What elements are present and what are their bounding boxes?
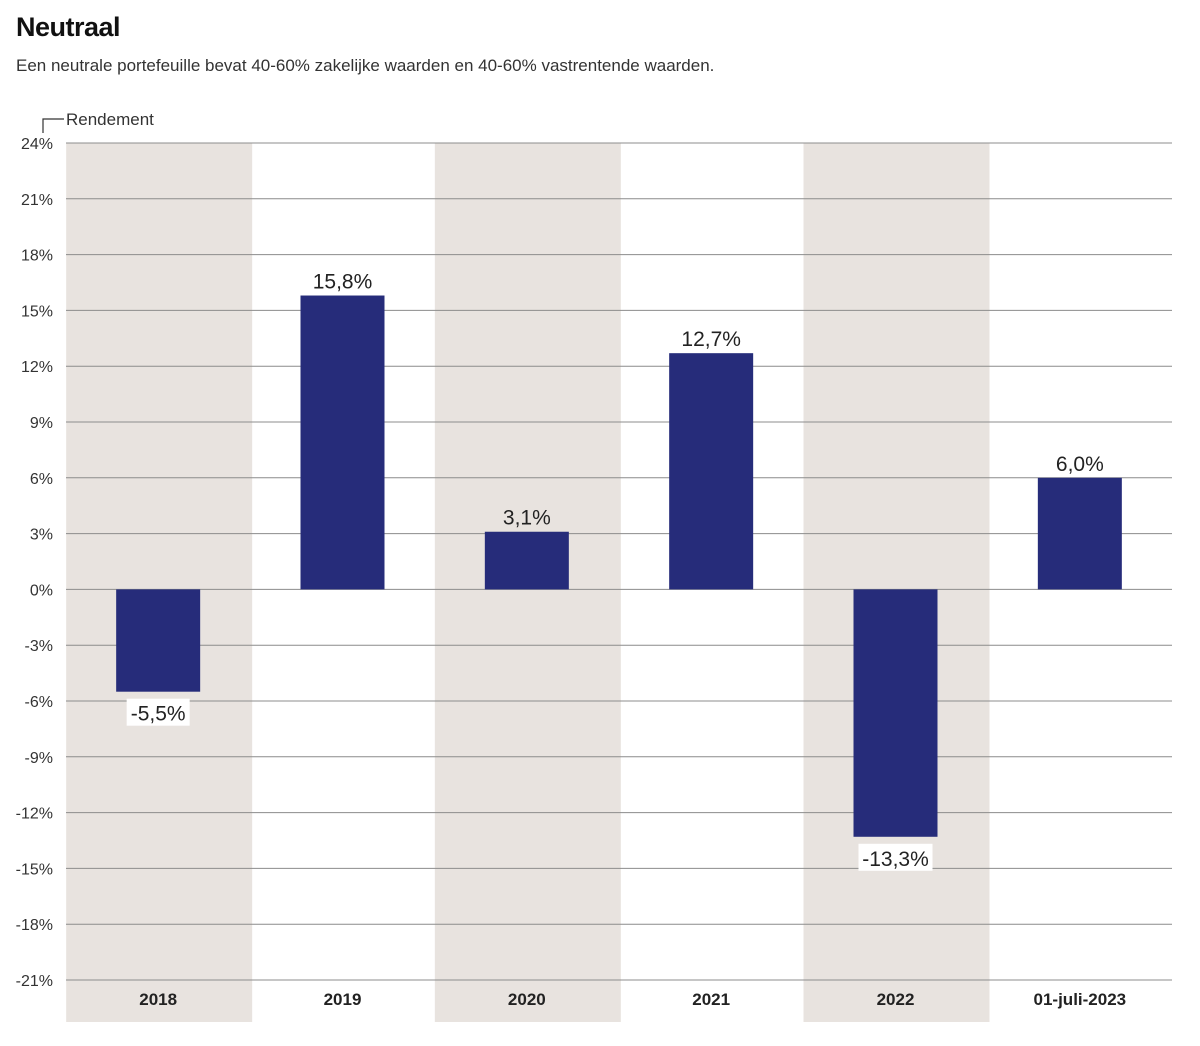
bar-2019 (300, 295, 385, 590)
chart-subtitle: Een neutrale portefeuille bevat 40-60% z… (16, 56, 715, 75)
bar-2020 (484, 531, 569, 590)
gridlines (66, 142, 1172, 981)
y-tick-label: 24% (21, 136, 53, 153)
bar-2018 (116, 589, 201, 692)
y-tick-label: -15% (16, 861, 53, 878)
x-tick-label: 2021 (692, 990, 730, 1009)
y-tick-label: 12% (21, 359, 53, 376)
x-tick-label: 2022 (877, 990, 915, 1009)
y-tick-label: -21% (16, 973, 53, 990)
x-axis: 2018 2019 2020 2021 2022 01-juli-2023 (139, 990, 1126, 1009)
data-label: 15,8% (313, 271, 373, 294)
y-tick-label: -12% (16, 806, 53, 823)
x-tick-label: 2020 (508, 990, 546, 1009)
y-tick-label: -18% (16, 917, 53, 934)
data-label: -5,5% (131, 703, 186, 726)
y-tick-label: 9% (30, 415, 53, 432)
y-tick-label: 21% (21, 192, 53, 209)
y-axis: 24% 21% 18% 15% 12% 9% 6% 3% 0% -3% -6% -9% -12% -15%… (16, 136, 53, 990)
band-2018 (66, 143, 253, 1022)
y-tick-label: 18% (21, 248, 53, 265)
x-tick-label: 2019 (324, 990, 362, 1009)
background-bands (66, 143, 990, 1022)
data-label: 6,0% (1056, 453, 1104, 476)
band-2022 (803, 143, 990, 1022)
y-tick-label: -9% (25, 750, 53, 767)
bar-01-juli-2023 (1037, 477, 1122, 590)
bar-2022 (853, 589, 938, 837)
y-tick-label: 0% (30, 582, 53, 599)
bar-2021 (669, 353, 754, 590)
y-tick-label: -3% (25, 638, 53, 655)
y-tick-label: 6% (30, 471, 53, 488)
data-label: 3,1% (503, 507, 551, 530)
y-tick-label: 15% (21, 303, 53, 320)
y-tick-label: -6% (25, 694, 53, 711)
y-axis-label-bracket (42, 118, 64, 133)
x-tick-label: 2018 (139, 990, 177, 1009)
bars (116, 295, 1122, 837)
chart-title: Neutraal (16, 12, 121, 42)
y-axis-label: Rendement (66, 110, 154, 129)
y-tick-label: 3% (30, 527, 53, 544)
data-label: -13,3% (862, 848, 929, 871)
data-label-background (126, 698, 190, 726)
data-labels: -5,5% 15,8% 3,1% 12,7% -13,3% 6,0% (126, 271, 1104, 871)
data-label: 12,7% (681, 328, 741, 351)
x-tick-label: 01-juli-2023 (1034, 990, 1127, 1009)
data-label-background (858, 843, 933, 871)
